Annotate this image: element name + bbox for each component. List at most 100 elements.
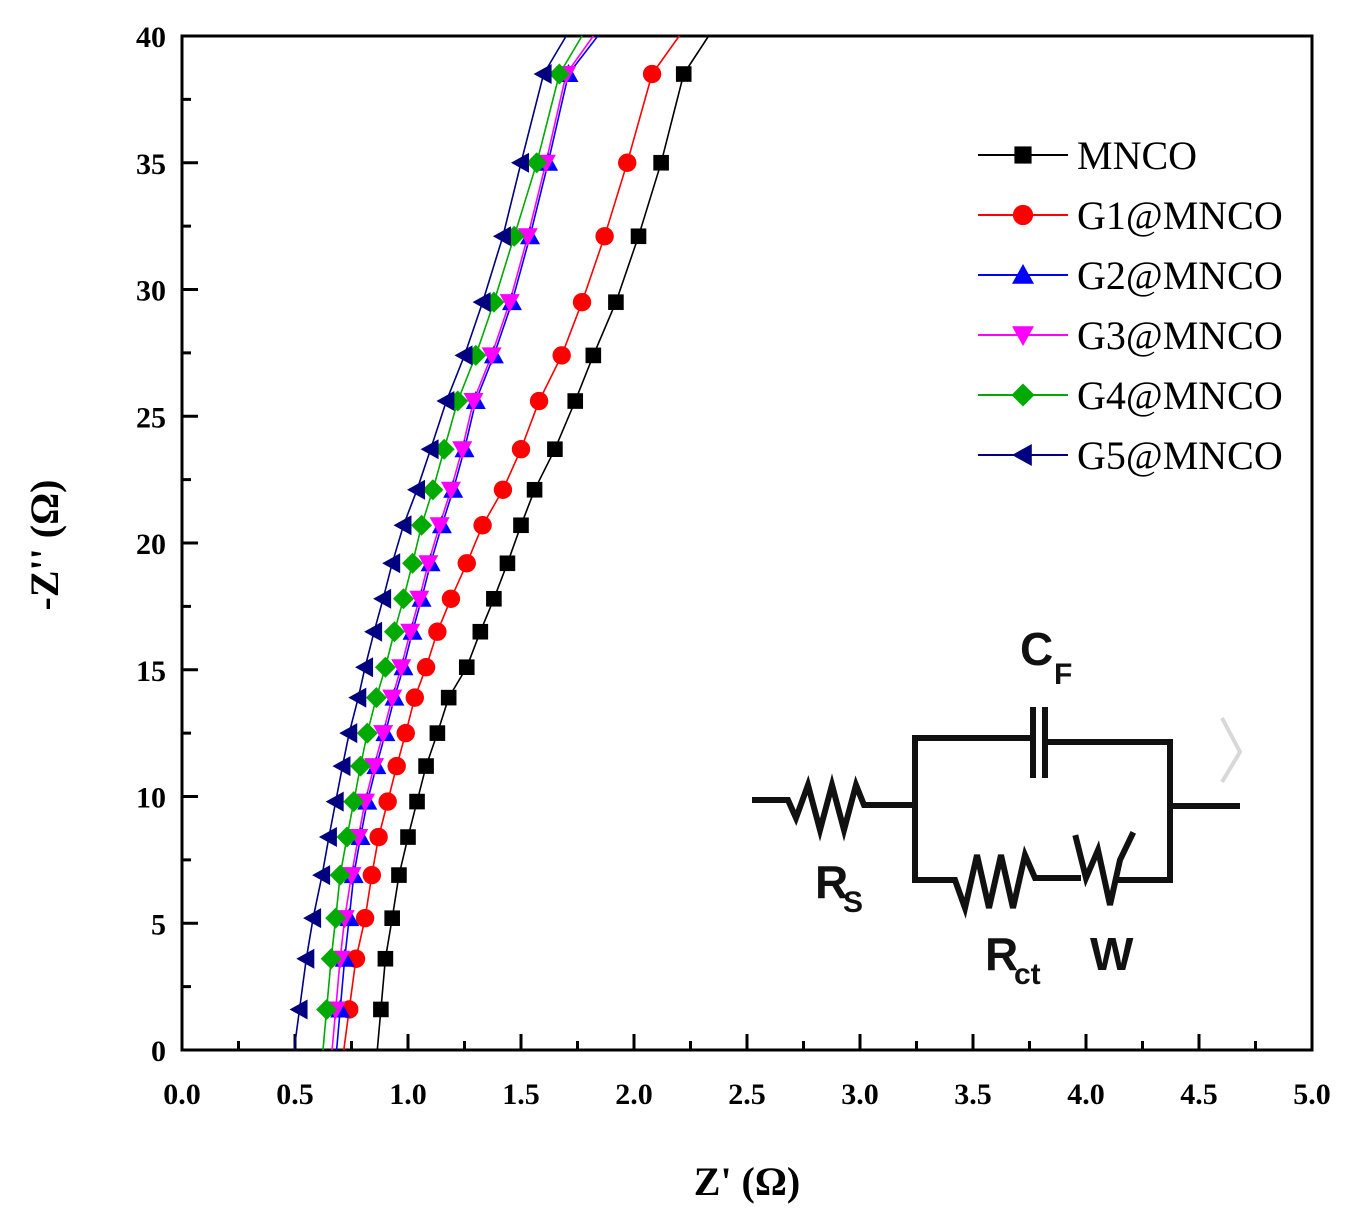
- point-g3-mnco: [373, 725, 394, 744]
- series-lines: [293, 35, 710, 1051]
- point-g1-mnco: [529, 391, 549, 411]
- y-tick-label: 25: [136, 401, 166, 434]
- point-g1-mnco: [362, 865, 382, 885]
- point-g5-mnco: [318, 827, 337, 848]
- legend-label-g1-mnco: G1@MNCO: [1077, 193, 1283, 238]
- legend-marker-g5-mnco: [1012, 444, 1032, 466]
- legend-label-g5-mnco: G5@MNCO: [1077, 433, 1283, 478]
- point-mnco: [429, 725, 446, 741]
- legend-marker-g4-mnco: [1011, 383, 1035, 407]
- legend-marker-g1-mnco: [1012, 204, 1034, 226]
- point-g3-mnco: [418, 555, 439, 574]
- point-g4-mnco: [325, 907, 347, 929]
- y-axis-title: -Z'' (Ω): [22, 480, 67, 611]
- point-g1-mnco: [441, 589, 461, 608]
- point-g4-mnco: [320, 948, 342, 970]
- warburg-element: [1072, 830, 1137, 906]
- w-label: W: [1090, 928, 1134, 980]
- rct-subscript: ct: [1014, 958, 1041, 991]
- legend: MNCO G1@MNCO G2@MNCO G3@MNCO G4@MNCO G5@MNCO: [978, 133, 1283, 478]
- point-g5-mnco: [393, 515, 412, 536]
- point-mnco: [384, 910, 400, 926]
- point-g4-mnco: [433, 438, 455, 460]
- legend-label-mnco: MNCO: [1077, 133, 1197, 178]
- point-mnco: [458, 659, 475, 676]
- point-g4-mnco: [343, 791, 365, 813]
- point-g5-mnco: [533, 64, 552, 85]
- legend-label-g3-mnco: G3@MNCO: [1077, 313, 1283, 358]
- series-line-g5-mnco: [293, 35, 567, 1051]
- point-g1-mnco: [387, 756, 406, 776]
- point-mnco: [567, 393, 584, 409]
- point-g4-mnco: [422, 479, 444, 501]
- point-g4-mnco: [336, 826, 358, 848]
- x-tick-label: 4.0: [1067, 1078, 1105, 1111]
- point-g5-mnco: [436, 391, 455, 412]
- point-mnco: [418, 758, 434, 774]
- legend-label-g4-mnco: G4@MNCO: [1077, 373, 1283, 418]
- point-g3-mnco: [382, 689, 403, 708]
- point-g5-mnco: [339, 723, 358, 744]
- point-mnco: [373, 1001, 389, 1018]
- point-g5-mnco: [332, 756, 351, 777]
- series-line-mnco: [376, 35, 710, 1051]
- point-g1-mnco: [369, 827, 388, 847]
- axis-ticks: [180, 34, 1314, 1052]
- x-tick-label: 1.0: [389, 1078, 427, 1111]
- x-tick-labels: 0.0 0.5 1.0 1.5 2.0 2.5 3.0 3.5 4.0 4.5 5.0: [163, 1078, 1331, 1111]
- point-mnco: [440, 689, 457, 706]
- point-mnco: [547, 441, 563, 458]
- series-markers: [289, 63, 692, 1020]
- point-g5-mnco: [289, 999, 308, 1020]
- point-g3-mnco: [391, 659, 412, 678]
- point-g1-mnco: [457, 554, 476, 573]
- point-mnco: [377, 950, 394, 967]
- point-g5-mnco: [325, 791, 344, 812]
- point-g5-mnco: [296, 948, 315, 969]
- rs-label: R: [815, 856, 848, 908]
- point-g5-mnco: [364, 621, 383, 642]
- x-tick-label: 5.0: [1293, 1078, 1331, 1111]
- point-g5-mnco: [303, 908, 322, 929]
- point-mnco: [585, 347, 602, 364]
- point-g3-mnco: [463, 393, 484, 412]
- point-g4-mnco: [411, 514, 433, 536]
- point-g5-mnco: [312, 865, 331, 886]
- x-tick-label: 0.5: [276, 1078, 314, 1111]
- point-g4-mnco: [329, 864, 351, 886]
- point-g4-mnco: [356, 722, 378, 744]
- point-g1-mnco: [355, 908, 375, 928]
- point-g1-mnco: [473, 516, 492, 535]
- point-g4-mnco: [365, 687, 387, 709]
- x-tick-label: 4.5: [1180, 1078, 1218, 1111]
- point-g1-mnco: [428, 622, 447, 641]
- point-g3-mnco: [429, 517, 450, 536]
- y-tick-label: 40: [136, 21, 166, 54]
- rct-label: R: [985, 928, 1018, 980]
- point-g1-mnco: [595, 227, 614, 246]
- point-mnco: [409, 793, 425, 810]
- y-tick-label: 15: [136, 655, 166, 688]
- point-g5-mnco: [407, 479, 426, 500]
- x-tick-label: 1.5: [502, 1078, 540, 1111]
- point-mnco: [526, 481, 543, 498]
- y-tick-label: 5: [151, 908, 166, 941]
- y-tick-label: 35: [136, 148, 166, 181]
- rct-resistor: [912, 845, 1081, 919]
- point-g4-mnco: [402, 552, 424, 574]
- point-g3-mnco: [452, 441, 473, 460]
- point-g5-mnco: [373, 588, 392, 609]
- point-g4-mnco: [548, 63, 570, 85]
- point-g3-mnco: [499, 294, 520, 313]
- point-g5-mnco: [382, 553, 401, 574]
- legend-label-g2-mnco: G2@MNCO: [1077, 253, 1283, 298]
- point-g5-mnco: [472, 292, 491, 313]
- y-tick-label: 30: [136, 275, 166, 308]
- point-g3-mnco: [409, 590, 430, 609]
- point-g3-mnco: [517, 228, 538, 247]
- point-mnco: [486, 590, 502, 607]
- series-line-g1-mnco: [343, 35, 680, 1051]
- point-mnco: [675, 66, 692, 82]
- y-tick-label: 10: [136, 782, 166, 815]
